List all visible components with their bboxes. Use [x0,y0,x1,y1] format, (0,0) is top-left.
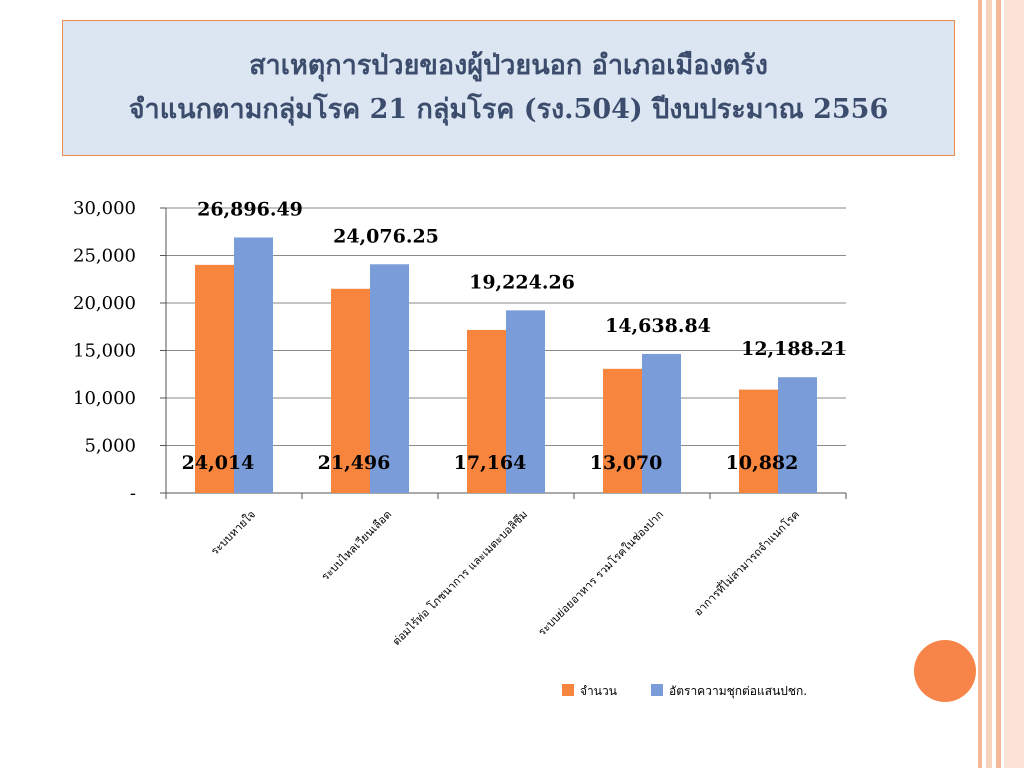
data-label-rate: 19,224.26 [469,271,575,293]
right-border-decoration [978,0,1024,768]
y-tick-label: 20,000 [73,293,136,314]
category-label: อาการที่ไม่สามารถจำแนกโรค [690,507,802,619]
data-label-rate: 24,076.25 [333,225,439,247]
data-label-rate: 14,638.84 [605,315,711,337]
chart-title-line-2: จำแนกตามกลุ่มโรค 21 กลุ่มโรค (รง.504) ปี… [128,94,889,125]
bar-rate [234,237,273,493]
legend-swatch-rate [651,684,663,696]
data-label-count: 10,882 [726,452,799,474]
y-tick-label: 30,000 [73,198,136,219]
legend-label-count: จำนวน [580,684,617,698]
bar-count [195,264,234,493]
data-label-rate: 12,188.21 [741,338,847,360]
data-label-count: 24,014 [182,452,255,474]
category-label: ต่อมไร้ท่อ โภชนาการ และเมตะบอลิซึม [389,507,530,648]
data-label-rate: 26,896.49 [197,198,303,220]
title-box: สาเหตุการป่วยของผู้ป่วยนอก อำเภอเมืองตรั… [62,20,955,156]
y-tick-label: 5,000 [84,436,136,457]
data-label-count: 13,070 [590,452,663,474]
decorative-circle [914,640,976,702]
bar-count [331,288,370,493]
bar-rate [370,264,409,493]
legend-swatch-count [562,684,574,696]
y-tick-label: 25,000 [73,246,136,267]
y-tick-label: 15,000 [73,341,136,362]
data-label-count: 17,164 [454,452,527,474]
data-label-count: 21,496 [318,452,391,474]
legend-label-rate: อัตราความชุกต่อแสนปชก. [669,684,807,699]
category-label: ระบบย่อยอาหาร รวมโรคในช่องปาก [535,507,666,638]
bar-rate [778,377,817,493]
y-tick-label: 10,000 [73,388,136,409]
category-label: ระบบไหลเวียนเลือด [319,508,394,583]
category-label: ระบบหายใจ [208,508,258,558]
bar-count [467,329,506,493]
bar-rate [506,310,545,493]
y-tick-label: - [130,483,136,504]
chart-title-line-1: สาเหตุการป่วยของผู้ป่วยนอก อำเภอเมืองตรั… [249,50,768,81]
bar-rate [642,353,681,493]
bar-count [603,368,642,493]
bar-count [739,389,778,493]
